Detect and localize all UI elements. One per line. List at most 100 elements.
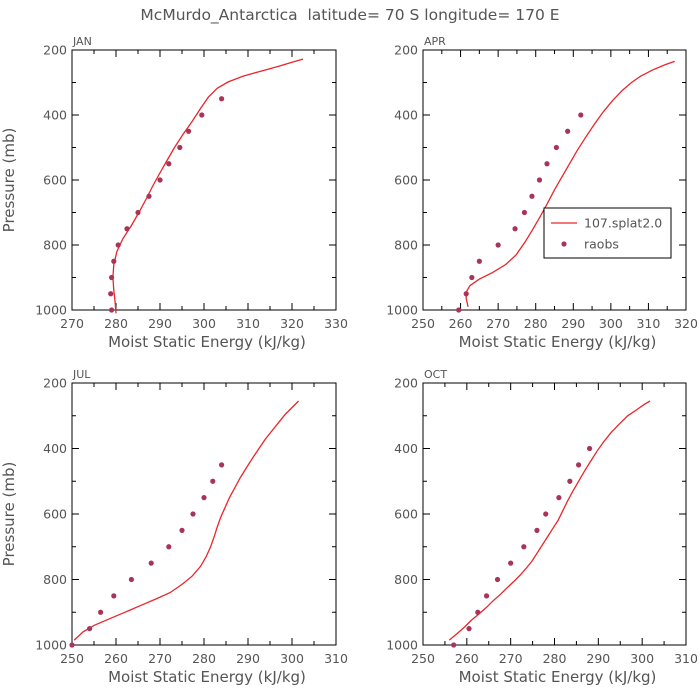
raob-point [544,161,550,167]
panel-label: JAN [72,35,92,48]
raob-point [109,307,115,313]
x-axis-label: Moist Static Energy (kJ/kg) [108,668,306,686]
x-tick-label: 280 [104,316,128,331]
raob-point [124,226,130,232]
y-tick-label: 800 [394,572,418,587]
x-tick-label: 270 [499,651,523,666]
raob-point [508,560,514,566]
raob-point [567,478,573,484]
raob-point [128,576,134,583]
raob-point [146,193,152,199]
raob-point [109,274,115,281]
x-tick-label: 270 [148,651,172,666]
legend-box [543,207,672,259]
plot-frame [422,49,687,311]
raob-point [469,274,475,281]
x-tick-label: 300 [280,651,304,666]
x-tick-label: 280 [192,651,216,666]
y-tick-label: 200 [394,43,418,58]
raob-point [148,560,154,566]
raob-point [529,193,535,199]
raob-point [166,544,172,550]
x-tick-label: 250 [60,651,84,666]
raob-point [98,609,104,615]
x-tick-label: 250 [411,316,435,331]
raob-point [108,291,114,297]
raob-point [451,642,457,648]
y-tick-label: 600 [43,173,67,188]
x-tick-label: 310 [674,651,698,666]
raob-point [536,177,543,183]
y-tick-label: 400 [394,108,418,123]
y-tick-label: 800 [43,572,67,587]
raob-point [111,258,117,264]
raob-point [565,128,571,134]
raob-point [166,161,172,167]
raob-point [157,177,163,183]
x-tick-label: 320 [280,316,304,331]
y-axis-label: Pressure (mb) [0,462,18,567]
y-axis-label: Pressure (mb) [0,128,18,233]
raob-point [466,626,472,632]
x-tick-label: 290 [586,651,610,666]
y-tick-label: 200 [394,376,418,391]
raob-point [553,144,559,151]
raob-point [219,96,225,102]
chart-panel-oct: OCT 250 260 270 280 290 300 310 200 400 600 800 1000… [386,368,698,686]
y-tick-label: 1000 [386,638,418,653]
x-tick-label: 290 [148,316,172,331]
x-tick-label: 300 [192,316,216,331]
x-tick-label: 310 [236,316,260,331]
x-tick-label: 280 [543,651,567,666]
raob-point [186,128,192,134]
raob-point [456,307,462,313]
x-tick-label: 310 [324,651,348,666]
raob-point [556,495,562,501]
x-tick-label: 300 [599,316,623,331]
raob-point [512,226,518,232]
y-tick-label: 600 [394,173,418,188]
y-tick-label: 600 [394,507,418,522]
raob-point [483,593,490,599]
panel-label: APR [424,35,446,48]
legend-label-model: 107.splat2.0 [584,216,662,231]
y-tick-label: 200 [43,376,67,391]
chart-panel-apr: APR 250 260 270 280 290 300 310 320 200 400 600 800 1… [386,35,698,351]
raob-point [578,112,584,118]
y-tick-label: 1000 [35,638,67,653]
raob-point [586,445,593,452]
legend-point-swatch [561,241,567,247]
x-tick-label: 320 [674,316,698,331]
y-tick-label: 200 [43,43,67,58]
raob-point [463,291,469,297]
chart-panel-jul: JUL 250 260 270 280 290 300 310 200 400 600 800 1000… [0,368,348,686]
raob-point [201,495,207,501]
model-profile-line [465,60,675,307]
legend: 107.splat2.0 raobs [543,207,672,259]
x-tick-label: 290 [236,651,260,666]
plot-frame [71,382,337,646]
x-tick-label: 260 [104,651,128,666]
y-tick-label: 400 [394,441,418,456]
raob-point [179,527,185,533]
x-tick-label: 330 [324,316,348,331]
raob-point [521,544,527,550]
y-tick-label: 1000 [35,303,67,318]
raob-point [135,209,141,216]
plot-frame [422,382,687,646]
x-tick-label: 310 [636,316,660,331]
x-tick-label: 300 [630,651,654,666]
raob-point [190,511,196,517]
x-tick-label: 290 [561,316,585,331]
x-tick-label: 270 [60,316,84,331]
y-tick-label: 1000 [386,303,418,318]
x-axis-label: Moist Static Energy (kJ/kg) [459,333,657,351]
model-profile-line [112,58,304,314]
x-tick-label: 260 [455,651,479,666]
raob-point [476,258,482,264]
model-profile-line [448,400,651,641]
y-tick-label: 400 [43,441,67,456]
raob-point [475,609,481,615]
raob-point [115,242,121,248]
